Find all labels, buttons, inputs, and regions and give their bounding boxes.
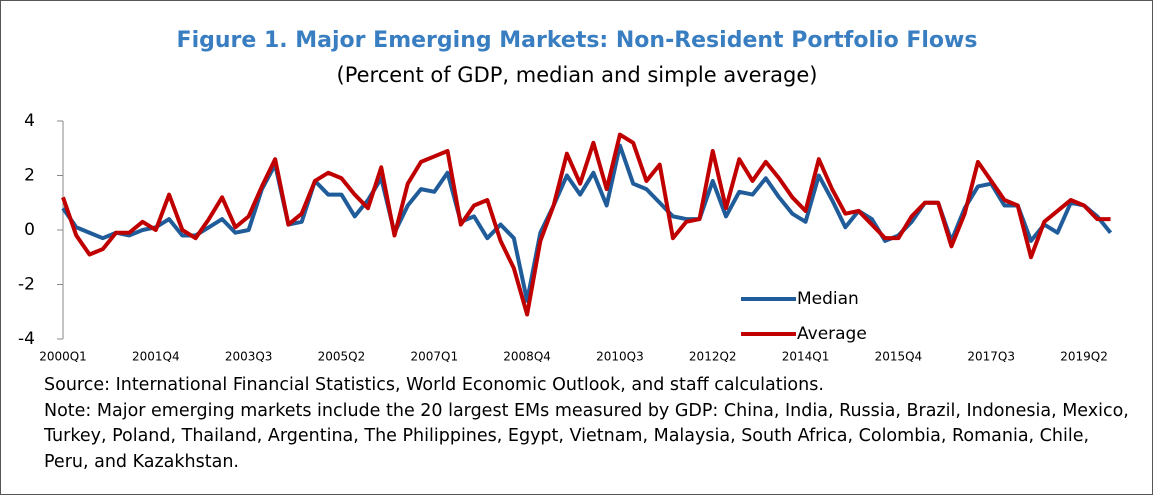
chart-subtitle: (Percent of GDP, median and simple avera…: [337, 63, 818, 87]
y-tick-label: 4: [24, 111, 35, 131]
note: Note: Major emerging markets include the…: [44, 400, 1129, 472]
chart-title: Figure 1. Major Emerging Markets: Non-Re…: [177, 28, 978, 53]
x-tick-label: 2010Q3: [596, 350, 644, 364]
y-tick-label: 0: [24, 220, 35, 240]
legend-label: Average: [797, 324, 867, 344]
x-tick-label: 2012Q2: [689, 350, 737, 364]
source: Source: International Financial Statisti…: [44, 375, 824, 395]
x-tick-label: 2017Q3: [967, 350, 1015, 364]
x-tick-label: 2019Q2: [1060, 350, 1108, 364]
x-tick-label: 2015Q4: [875, 350, 923, 364]
x-tick-label: 2008Q4: [503, 350, 551, 364]
x-tick-label: 2014Q1: [782, 350, 830, 364]
y-tick-label: -2: [18, 275, 35, 295]
chart: Figure 1. Major Emerging Markets: Non-Re…: [18, 28, 1113, 364]
y-tick-label: -4: [18, 329, 35, 349]
x-tick-label: 2007Q1: [410, 350, 458, 364]
y-tick-label: 2: [24, 166, 35, 186]
notes: Source: International Financial Statisti…: [44, 373, 1129, 475]
x-tick-label: 2005Q2: [318, 350, 366, 364]
x-tick-label: 2003Q3: [225, 350, 273, 364]
x-tick-label: 2000Q1: [39, 350, 87, 364]
x-tick-label: 2001Q4: [132, 350, 180, 364]
legend-label: Median: [797, 289, 859, 309]
series-line: [61, 132, 1111, 317]
